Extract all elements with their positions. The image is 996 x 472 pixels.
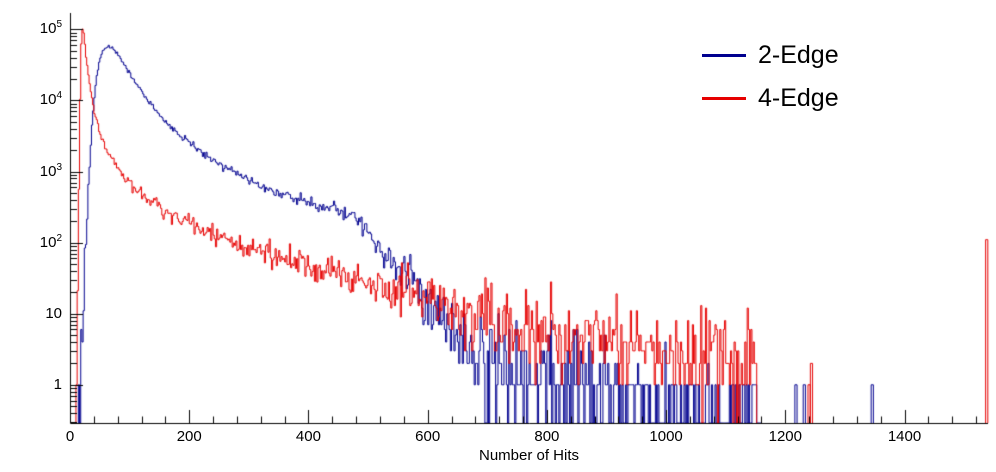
legend-label-4edge: 4-Edge [758, 83, 839, 112]
legend-line-4edge-icon [702, 96, 746, 100]
legend-line-2edge-icon [702, 53, 746, 57]
x-axis-title: Number of Hits [478, 447, 580, 464]
legend-entry-2edge: 2-Edge [702, 42, 839, 68]
legend-label-2edge: 2-Edge [758, 40, 839, 69]
legend: 2-Edge 4-Edge [702, 42, 839, 111]
legend-entry-4edge: 4-Edge [702, 85, 839, 111]
